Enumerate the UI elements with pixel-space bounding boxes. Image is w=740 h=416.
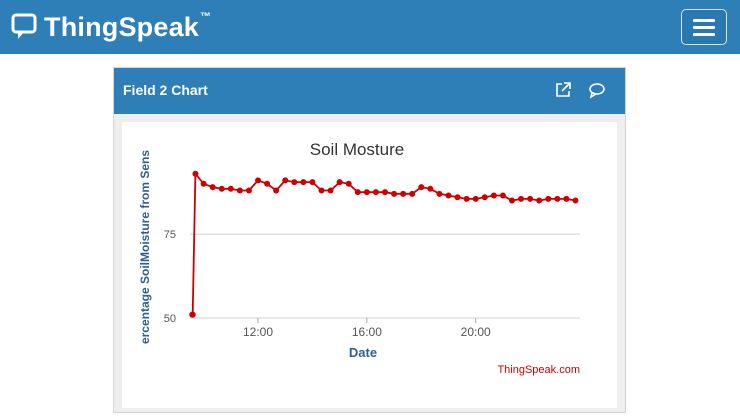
data-point[interactable] bbox=[189, 311, 196, 318]
x-tick-label: 12:00 bbox=[243, 325, 273, 339]
data-point[interactable] bbox=[472, 195, 479, 202]
data-point[interactable] bbox=[236, 187, 243, 194]
data-point[interactable] bbox=[372, 189, 379, 196]
data-point[interactable] bbox=[481, 194, 488, 201]
data-point[interactable] bbox=[536, 197, 543, 204]
data-point[interactable] bbox=[391, 190, 398, 197]
data-point[interactable] bbox=[427, 185, 434, 192]
data-point[interactable] bbox=[336, 179, 343, 186]
panel-title: Field 2 Chart bbox=[123, 82, 208, 98]
x-axis-label: Date bbox=[349, 345, 377, 360]
data-point[interactable] bbox=[318, 187, 325, 194]
data-point[interactable] bbox=[554, 195, 561, 202]
data-point[interactable] bbox=[218, 185, 225, 192]
brand-name: ThingSpeak bbox=[44, 11, 200, 42]
data-point[interactable] bbox=[400, 190, 407, 197]
speech-bubble-logo-icon bbox=[11, 13, 37, 39]
data-point[interactable] bbox=[463, 195, 470, 202]
navbar: ThingSpeak ™ bbox=[0, 0, 740, 54]
menu-bar-line bbox=[693, 26, 715, 29]
external-link-icon[interactable] bbox=[554, 81, 572, 99]
menu-bar-line bbox=[693, 19, 715, 22]
data-point[interactable] bbox=[245, 187, 252, 194]
data-point[interactable] bbox=[264, 180, 271, 187]
data-point[interactable] bbox=[255, 177, 262, 184]
y-axis-label: ercentage SoilMoisture from Sens bbox=[138, 150, 152, 344]
y-tick-label: 50 bbox=[164, 313, 176, 325]
chart-area: Soil Mosture ercentage SoilMoisture from… bbox=[122, 122, 617, 408]
data-point[interactable] bbox=[545, 195, 552, 202]
data-point[interactable] bbox=[409, 190, 416, 197]
data-point[interactable] bbox=[436, 190, 443, 197]
x-tick-label: 20:00 bbox=[461, 325, 491, 339]
data-point[interactable] bbox=[345, 180, 352, 187]
data-point[interactable] bbox=[291, 179, 298, 186]
data-point[interactable] bbox=[499, 192, 506, 199]
data-point[interactable] bbox=[227, 185, 234, 192]
data-point[interactable] bbox=[527, 195, 534, 202]
x-tick-label: 16:00 bbox=[352, 325, 382, 339]
data-point[interactable] bbox=[382, 189, 388, 196]
data-point[interactable] bbox=[572, 197, 579, 204]
chart-credit-link[interactable]: ThingSpeak.com bbox=[497, 364, 580, 376]
data-point[interactable] bbox=[192, 170, 199, 177]
data-point[interactable] bbox=[445, 192, 452, 199]
data-point[interactable] bbox=[490, 192, 497, 199]
data-point[interactable] bbox=[418, 184, 425, 191]
data-point[interactable] bbox=[200, 180, 207, 187]
data-point[interactable] bbox=[354, 189, 361, 196]
data-point[interactable] bbox=[508, 197, 515, 204]
data-point[interactable] bbox=[209, 184, 216, 191]
data-point[interactable] bbox=[454, 194, 461, 201]
comment-icon[interactable] bbox=[588, 81, 606, 99]
brand-trademark: ™ bbox=[200, 11, 212, 23]
y-tick-label: 75 bbox=[164, 229, 176, 241]
data-point[interactable] bbox=[300, 179, 307, 186]
data-point[interactable] bbox=[563, 195, 570, 202]
panel-header: Field 2 Chart bbox=[114, 68, 625, 114]
menu-bar-line bbox=[693, 33, 715, 36]
soil-moisture-chart: Soil Mosture ercentage SoilMoisture from… bbox=[138, 140, 580, 376]
chart-title: Soil Mosture bbox=[310, 140, 404, 159]
data-point[interactable] bbox=[273, 187, 280, 194]
data-point[interactable] bbox=[309, 179, 316, 186]
data-point[interactable] bbox=[327, 187, 334, 194]
field-chart-panel: Field 2 Chart Soil Mosture ercentage Soi… bbox=[113, 67, 626, 413]
data-point[interactable] bbox=[363, 189, 370, 196]
data-point[interactable] bbox=[282, 177, 289, 184]
hamburger-menu-button[interactable] bbox=[681, 9, 727, 45]
thingspeak-logo[interactable]: ThingSpeak ™ bbox=[10, 8, 211, 46]
data-point[interactable] bbox=[518, 195, 525, 202]
